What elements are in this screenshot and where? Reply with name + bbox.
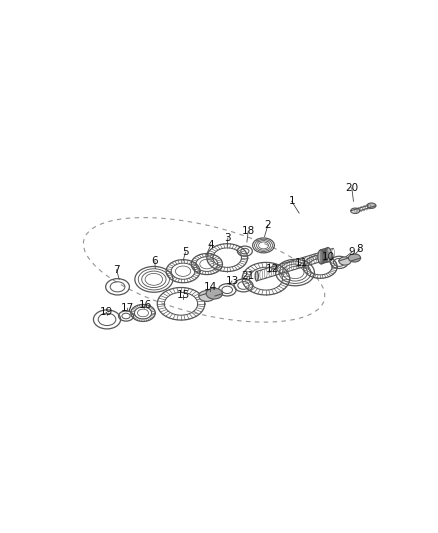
Text: 14: 14 (204, 282, 217, 292)
Text: 6: 6 (152, 256, 158, 266)
Ellipse shape (339, 257, 351, 265)
Text: 3: 3 (225, 233, 231, 243)
Text: 20: 20 (345, 183, 358, 193)
Text: 1: 1 (288, 196, 295, 206)
Text: 16: 16 (138, 300, 152, 310)
Text: 10: 10 (322, 252, 335, 262)
Text: 21: 21 (242, 271, 255, 281)
Text: 12: 12 (266, 264, 279, 274)
Ellipse shape (199, 290, 215, 302)
Text: 8: 8 (356, 245, 363, 254)
Text: 7: 7 (113, 265, 120, 275)
Ellipse shape (367, 203, 376, 208)
Ellipse shape (318, 249, 325, 264)
Text: 15: 15 (177, 290, 190, 300)
Text: 5: 5 (182, 247, 189, 257)
Text: 9: 9 (349, 247, 355, 257)
Ellipse shape (255, 271, 258, 281)
Text: 17: 17 (121, 303, 134, 313)
Ellipse shape (325, 248, 332, 262)
Text: 19: 19 (100, 308, 113, 317)
Text: 4: 4 (208, 240, 214, 250)
Text: 11: 11 (295, 258, 308, 268)
Text: 18: 18 (242, 226, 255, 236)
Ellipse shape (206, 288, 223, 299)
Text: 13: 13 (225, 276, 239, 286)
Ellipse shape (348, 254, 360, 262)
Ellipse shape (351, 208, 360, 214)
Text: 2: 2 (265, 220, 271, 230)
